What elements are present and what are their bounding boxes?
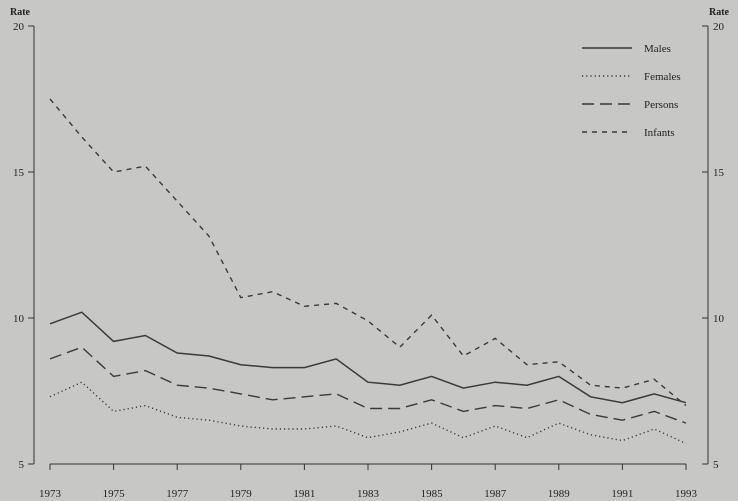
legend-label-females: Females xyxy=(644,71,681,83)
series-line-females xyxy=(49,381,687,445)
x-tick-label-1981: 1981 xyxy=(293,488,315,500)
y-tick-label-left-15: 15 xyxy=(13,167,25,179)
x-tick-label-1977: 1977 xyxy=(166,488,189,500)
right-axis-label: Rate xyxy=(709,7,730,18)
series-line-persons xyxy=(49,346,687,424)
x-tick-label-1973: 1973 xyxy=(39,488,62,500)
axes: Rate Rate xyxy=(10,7,730,465)
y-tick-label-right-5: 5 xyxy=(713,459,719,471)
x-tick-label-1979: 1979 xyxy=(230,488,253,500)
series-lines xyxy=(49,98,687,445)
y-tick-label-right-20: 20 xyxy=(713,21,725,33)
y-tick-label-right-10: 10 xyxy=(713,313,725,325)
x-tick-label-1989: 1989 xyxy=(548,488,571,500)
series-line-infants xyxy=(49,98,687,407)
x-tick-label-1983: 1983 xyxy=(357,488,380,500)
x-tick-label-1975: 1975 xyxy=(103,488,126,500)
legend-label-infants: Infants xyxy=(644,127,675,139)
series-line-males xyxy=(49,311,687,404)
legend-label-persons: Persons xyxy=(644,99,678,111)
y-tick-label-left-20: 20 xyxy=(13,21,25,33)
legend-label-males: Males xyxy=(644,43,671,55)
x-tick-label-1985: 1985 xyxy=(421,488,444,500)
y-tick-label-left-5: 5 xyxy=(19,459,25,471)
y-ticks: 5 5 10 10 15 15 20 20 xyxy=(13,21,725,471)
left-axis-label: Rate xyxy=(10,7,31,18)
x-tick-label-1991: 1991 xyxy=(611,488,633,500)
legend: Males Females Persons Infants xyxy=(582,43,681,139)
x-tick-label-1993: 1993 xyxy=(675,488,698,500)
y-tick-label-left-10: 10 xyxy=(13,313,25,325)
y-tick-label-right-15: 15 xyxy=(713,167,725,179)
x-ticks: 1973 1975 1977 1979 1981 1983 1985 1987 1989 1991… xyxy=(39,464,698,500)
x-tick-label-1987: 1987 xyxy=(484,488,507,500)
